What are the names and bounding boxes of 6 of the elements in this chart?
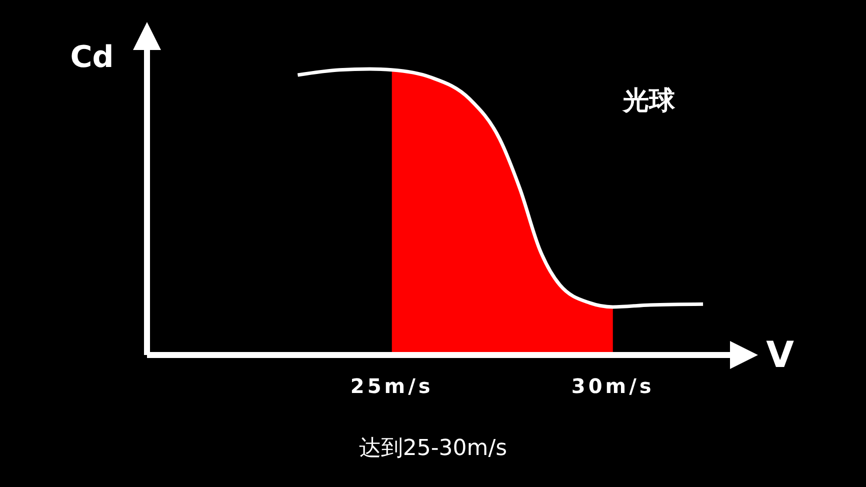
- text: 达到25-30m/s: [358, 436, 508, 461]
- x-tick-label: 30m/s: [571, 374, 654, 398]
- x-tick-label: 25m/s: [350, 374, 434, 398]
- x-axis-title: V: [766, 335, 794, 376]
- y-axis-title: Cd: [70, 40, 114, 75]
- text: 光球: [622, 86, 676, 116]
